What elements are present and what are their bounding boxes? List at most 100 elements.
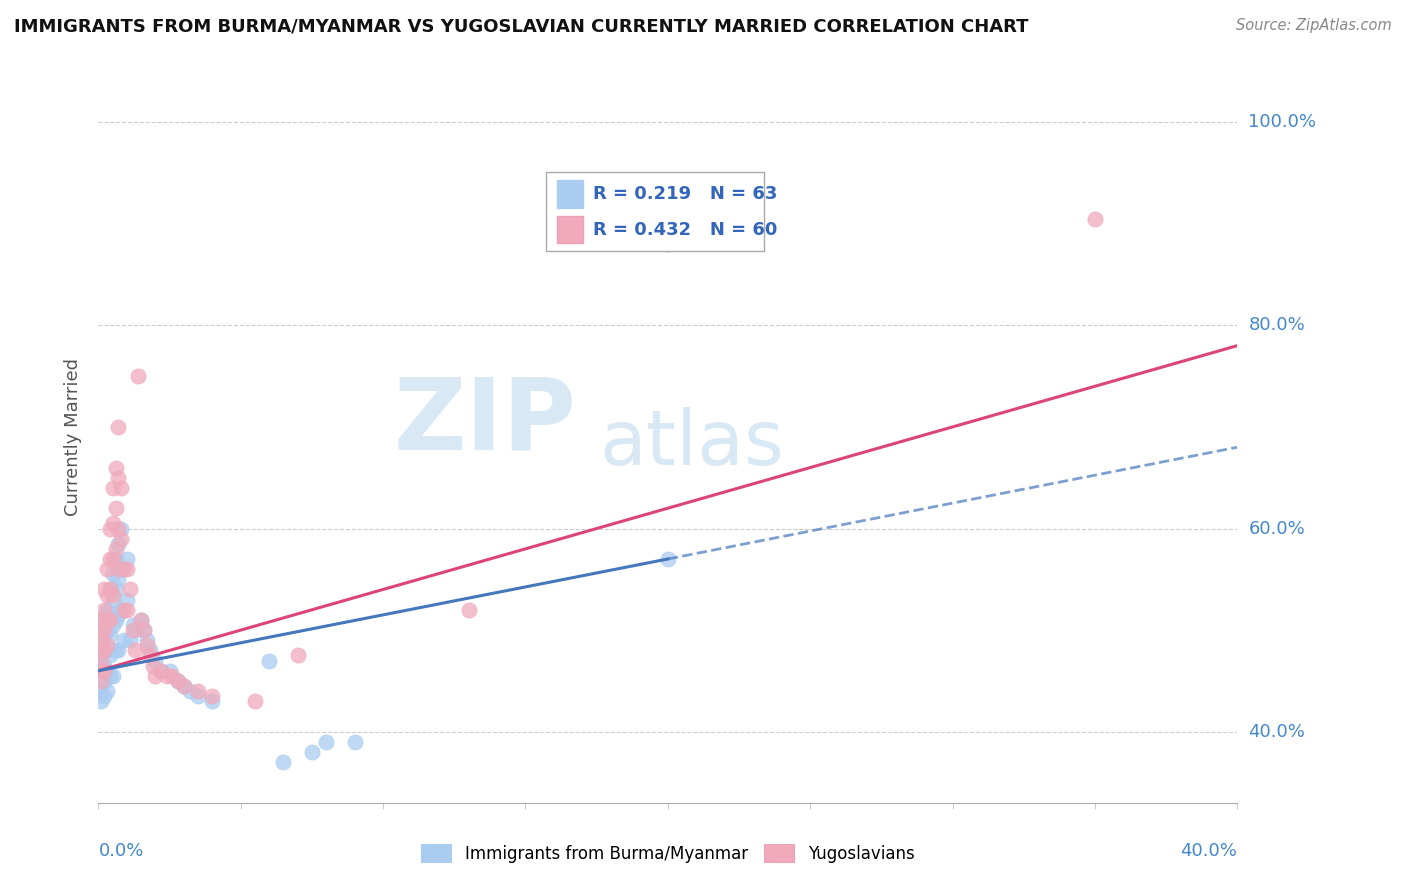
Point xyxy=(132,623,155,637)
Point xyxy=(93,673,115,688)
Point xyxy=(90,654,112,668)
Point xyxy=(98,613,121,627)
Legend: Immigrants from Burma/Myanmar, Yugoslavians: Immigrants from Burma/Myanmar, Yugoslavi… xyxy=(416,839,920,868)
Point xyxy=(287,648,309,663)
Point xyxy=(101,618,124,632)
Point xyxy=(107,471,129,485)
Point xyxy=(93,689,115,703)
Point xyxy=(104,460,127,475)
Point xyxy=(93,664,115,678)
Point xyxy=(104,501,127,516)
Point xyxy=(138,643,160,657)
Point xyxy=(107,521,129,535)
Point xyxy=(141,658,163,673)
Point xyxy=(98,582,121,597)
Point xyxy=(110,603,132,617)
Text: IMMIGRANTS FROM BURMA/MYANMAR VS YUGOSLAVIAN CURRENTLY MARRIED CORRELATION CHART: IMMIGRANTS FROM BURMA/MYANMAR VS YUGOSLA… xyxy=(14,18,1029,36)
Point xyxy=(145,654,167,668)
Point xyxy=(93,623,115,637)
Point xyxy=(104,552,127,566)
Point xyxy=(90,673,112,688)
Point xyxy=(179,684,201,698)
Point xyxy=(96,643,118,657)
Point xyxy=(96,613,118,627)
Text: 60.0%: 60.0% xyxy=(1249,519,1305,538)
Point xyxy=(104,613,127,627)
Point xyxy=(90,643,112,657)
Point xyxy=(173,679,195,693)
Point xyxy=(187,684,209,698)
Point xyxy=(112,562,135,576)
Point xyxy=(90,684,112,698)
Point xyxy=(187,689,209,703)
Text: ZIP: ZIP xyxy=(394,374,576,471)
Point xyxy=(98,582,121,597)
Point xyxy=(93,658,115,673)
Point xyxy=(138,648,160,663)
Point xyxy=(104,643,127,657)
Point xyxy=(201,694,224,708)
Point xyxy=(90,613,112,627)
Point xyxy=(90,623,112,637)
Point xyxy=(104,541,127,556)
Point xyxy=(96,623,118,637)
Point xyxy=(98,552,121,566)
Text: 40.0%: 40.0% xyxy=(1249,723,1305,740)
Point xyxy=(657,552,679,566)
Point xyxy=(118,582,141,597)
Point xyxy=(259,654,281,668)
Point xyxy=(90,664,112,678)
Point xyxy=(243,694,266,708)
Point xyxy=(315,735,337,749)
Point xyxy=(127,369,149,384)
Point xyxy=(101,567,124,582)
Point xyxy=(90,654,112,668)
Point xyxy=(101,552,124,566)
Point xyxy=(90,623,112,637)
Point xyxy=(173,679,195,693)
Point xyxy=(98,648,121,663)
Point xyxy=(167,673,190,688)
Point xyxy=(112,603,135,617)
Point xyxy=(101,516,124,531)
Point xyxy=(96,664,118,678)
Point xyxy=(90,633,112,648)
Point xyxy=(101,669,124,683)
Point xyxy=(112,633,135,648)
Point xyxy=(115,552,138,566)
Point xyxy=(156,669,179,683)
Point xyxy=(107,643,129,657)
Point xyxy=(115,562,138,576)
Point xyxy=(124,643,146,657)
Point xyxy=(150,664,173,678)
Point xyxy=(110,481,132,495)
Point xyxy=(101,481,124,495)
Point xyxy=(93,582,115,597)
Point xyxy=(118,633,141,648)
Point xyxy=(273,755,295,769)
Point xyxy=(121,623,143,637)
Point xyxy=(90,643,112,657)
Point xyxy=(107,537,129,551)
Point xyxy=(107,562,129,576)
Point xyxy=(98,521,121,535)
Text: R = 0.432   N = 60: R = 0.432 N = 60 xyxy=(593,221,778,239)
Point xyxy=(159,664,181,678)
Point xyxy=(93,643,115,657)
Point xyxy=(101,643,124,657)
Point xyxy=(98,628,121,642)
Point xyxy=(110,521,132,535)
Point xyxy=(301,745,323,759)
Point xyxy=(129,613,152,627)
Text: 80.0%: 80.0% xyxy=(1249,317,1305,334)
Point xyxy=(457,603,479,617)
Point xyxy=(115,603,138,617)
Point xyxy=(1084,211,1107,226)
Point xyxy=(90,694,112,708)
Point xyxy=(98,669,121,683)
Point xyxy=(93,643,115,657)
Point xyxy=(98,607,121,622)
Point xyxy=(90,664,112,678)
Point xyxy=(96,684,118,698)
Point xyxy=(167,673,190,688)
